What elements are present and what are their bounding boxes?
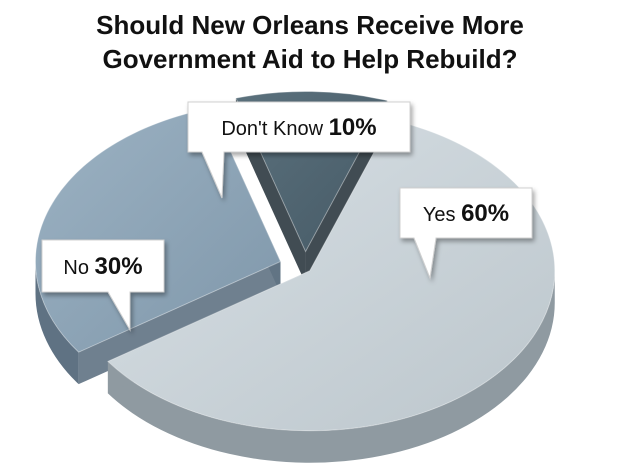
slice-value-label: 30% [95, 253, 143, 280]
slice-value-label: 60% [461, 200, 509, 227]
slice-label: Yes [423, 204, 461, 226]
slice-side [107, 270, 555, 463]
slice-side [35, 261, 79, 385]
callout-no [41, 239, 165, 332]
callout-don-t-know [187, 101, 411, 199]
callout-text: Don't Know 10% [221, 114, 376, 141]
callout-box [399, 187, 533, 280]
callout-box [41, 239, 165, 332]
slice-label: Don't Know [221, 118, 328, 140]
callout-text: No 30% [63, 253, 142, 280]
chart-title: Should New Orleans Receive More Governme… [0, 8, 620, 76]
callout-text: Yes 60% [423, 200, 509, 227]
chart-title-line-2: Government Aid to Help Rebuild? [102, 44, 518, 74]
slice-label: No [63, 257, 94, 279]
chart-title-line-1: Should New Orleans Receive More [96, 10, 524, 40]
slice-value-label: 10% [329, 114, 377, 141]
callout-yes [399, 187, 533, 280]
callout-box [187, 101, 411, 199]
